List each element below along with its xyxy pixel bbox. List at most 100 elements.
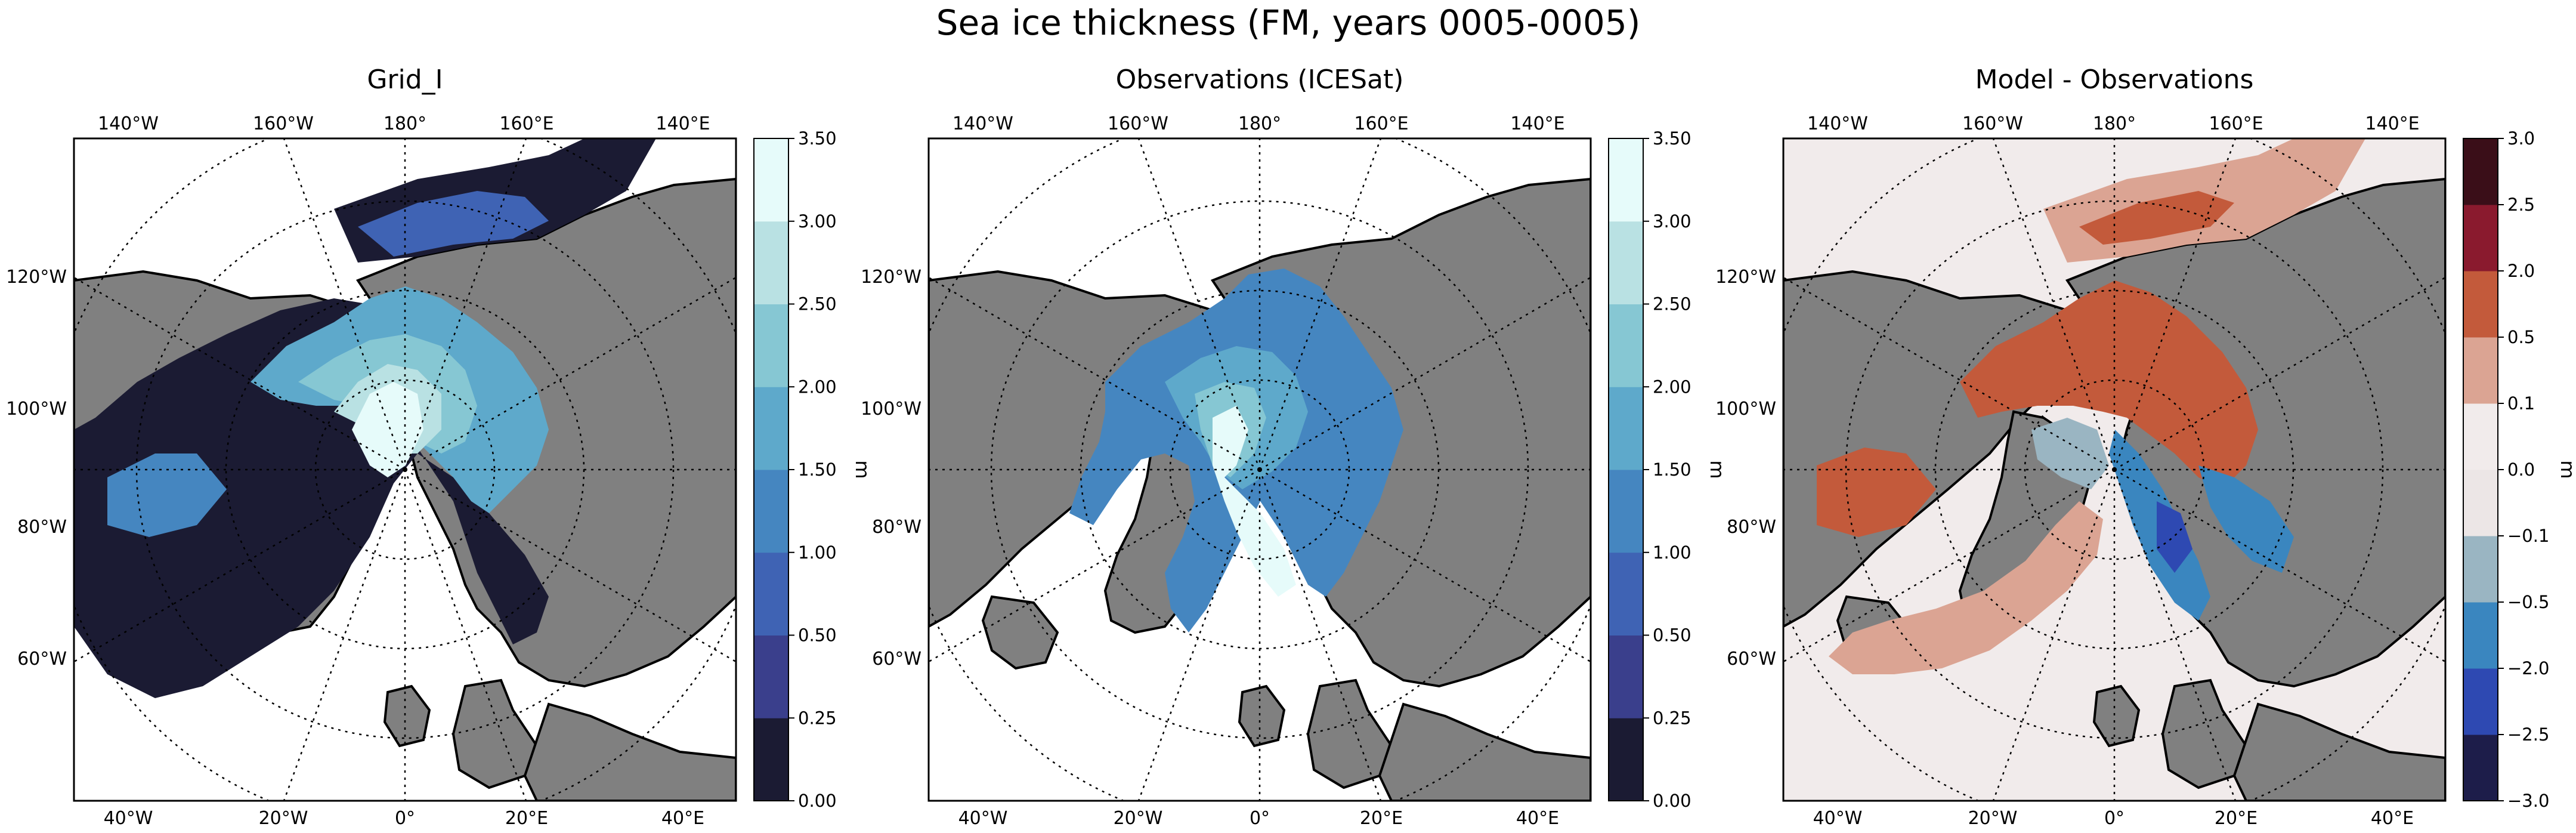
colorbar-tick-label: 0.00 <box>1653 791 1691 811</box>
lon-top-label: 140°E <box>2365 113 2419 134</box>
colorbar-swatch <box>1609 221 1643 304</box>
lat-label: 120°W <box>6 267 67 288</box>
colorbar-tick-label: −0.5 <box>2507 592 2549 612</box>
colorbar-swatch <box>2463 470 2498 536</box>
panel-title: Grid_I <box>367 64 443 95</box>
lon-bottom-label: 20°W <box>1114 808 1163 829</box>
lon-top-label: 160°E <box>2209 113 2263 134</box>
panel-observations: Observations (ICESat) <box>861 64 1728 829</box>
colorbar-tick-label: −0.1 <box>2507 526 2549 546</box>
panel-title: Model - Observations <box>1975 64 2254 95</box>
colorbar-tick-label: 1.50 <box>1653 459 1691 480</box>
colorbar-tick-label: 3.50 <box>1653 128 1691 149</box>
colorbar-tick-label: 3.00 <box>1653 211 1691 232</box>
colorbar-swatch <box>2463 602 2498 669</box>
colorbar-tick-label: 0.5 <box>2507 327 2535 347</box>
lon-bottom-label: 40°W <box>1813 808 1863 829</box>
colorbar-tick-label: −2.5 <box>2507 724 2549 745</box>
graticule <box>929 138 1591 801</box>
lat-label: 100°W <box>6 399 67 419</box>
colorbar-tick-label: −2.0 <box>2507 658 2549 678</box>
sea-ice-thickness-field <box>1069 170 1403 633</box>
colorbar-tick-label: −3.0 <box>2507 791 2549 811</box>
colorbar-swatch <box>754 552 788 635</box>
colorbar-swatch <box>1609 387 1643 470</box>
colorbar-swatch <box>1609 304 1643 387</box>
colorbar-swatch <box>1609 138 1643 222</box>
lon-bottom-label: 0° <box>395 808 415 829</box>
lat-label: 80°W <box>17 517 67 538</box>
lat-label: 80°W <box>1727 517 1776 538</box>
lon-bottom-label: 40°W <box>958 808 1008 829</box>
colorbar-swatch <box>2463 668 2498 735</box>
map-frame <box>1782 137 2447 802</box>
colorbar-tick-label: 1.50 <box>798 459 837 480</box>
lon-bottom-label: 40°E <box>2371 808 2414 829</box>
colorbar-tick-label: 2.50 <box>798 294 837 314</box>
colorbar-tick-label: 0.50 <box>798 625 837 646</box>
colorbar-tick-label: 0.25 <box>1653 708 1691 728</box>
lon-bottom-label: 40°E <box>661 808 704 829</box>
lat-label: 80°W <box>872 517 921 538</box>
colorbar-unit-label: m <box>1706 460 1728 479</box>
colorbar-unit-label: m <box>2556 460 2576 479</box>
colorbar-tick-label: 0.00 <box>798 791 837 811</box>
colorbar-tick-label: 0.25 <box>798 708 837 728</box>
panel-title: Observations (ICESat) <box>1116 64 1404 95</box>
colorbar: −3.0 −2.5 −2.0 −0.5 −0.1 0.0 0.1 0.5 2.0 2.5 3.0 m <box>2463 128 2576 811</box>
lon-bottom-label: 20°E <box>1360 808 1403 829</box>
colorbar-tick-label: 1.00 <box>1653 542 1691 563</box>
lon-top-label: 160°E <box>499 113 553 134</box>
colorbar: 0.00 0.25 0.50 1.00 1.50 2.00 2.50 3.00 3.50 m <box>1608 128 1728 811</box>
colorbar-swatch <box>754 635 788 718</box>
lat-label: 60°W <box>1727 649 1776 670</box>
lon-bottom-label: 0° <box>2104 808 2124 829</box>
lon-top-label: 140°E <box>1510 113 1564 134</box>
colorbar-tick-label: 3.00 <box>798 211 837 232</box>
graticule <box>74 138 736 801</box>
colorbar-swatch <box>2463 735 2498 801</box>
lon-bottom-label: 40°E <box>1516 808 1559 829</box>
lon-top-label: 140°W <box>98 113 159 134</box>
map-frame <box>927 137 1592 802</box>
lon-bottom-label: 20°W <box>259 808 308 829</box>
lon-bottom-label: 20°E <box>2215 808 2258 829</box>
colorbar-swatch <box>2463 536 2498 603</box>
lon-bottom-label: 0° <box>1250 808 1270 829</box>
panel-difference: Model - Observations <box>1715 64 2576 829</box>
lon-top-label: 160°W <box>1108 113 1168 134</box>
colorbar-swatch <box>1609 552 1643 635</box>
colorbar-swatch <box>2463 403 2498 470</box>
map-area <box>1783 138 2445 801</box>
colorbar-tick-label: 3.0 <box>2507 128 2535 149</box>
colorbar-unit-label: m <box>851 460 874 479</box>
colorbar-swatch <box>2463 337 2498 404</box>
colorbar-swatch <box>754 138 788 222</box>
colorbar-tick-label: 0.50 <box>1653 625 1691 646</box>
lon-top-label: 140°W <box>1807 113 1868 134</box>
map-area <box>74 138 736 801</box>
lon-top-label: 180° <box>2093 113 2136 134</box>
lon-top-label: 160°W <box>253 113 314 134</box>
colorbar-tick-label: 2.0 <box>2507 261 2535 281</box>
lat-label: 60°W <box>872 649 921 670</box>
difference-field <box>1817 138 2365 674</box>
lat-label: 120°W <box>1715 267 1776 288</box>
lat-label: 60°W <box>17 649 67 670</box>
lon-top-label: 140°W <box>953 113 1013 134</box>
colorbar-tick-label: 3.50 <box>798 128 837 149</box>
colorbar-swatch <box>754 221 788 304</box>
graticule <box>1783 138 2445 801</box>
lat-label: 120°W <box>861 267 921 288</box>
lon-bottom-label: 40°W <box>104 808 153 829</box>
colorbar-swatch <box>2463 138 2498 205</box>
colorbar-swatch <box>754 387 788 470</box>
colorbar-tick-label: 0.0 <box>2507 459 2535 480</box>
map-area <box>929 138 1591 801</box>
lon-top-label: 180° <box>384 113 426 134</box>
colorbar: 0.00 0.25 0.50 1.00 1.50 2.00 2.50 3.00 3.50 m <box>753 128 874 811</box>
panel-grid-i: Grid_I <box>6 64 874 829</box>
colorbar-swatch <box>1609 635 1643 718</box>
lat-label: 100°W <box>861 399 921 419</box>
colorbar-tick-label: 2.5 <box>2507 195 2535 215</box>
